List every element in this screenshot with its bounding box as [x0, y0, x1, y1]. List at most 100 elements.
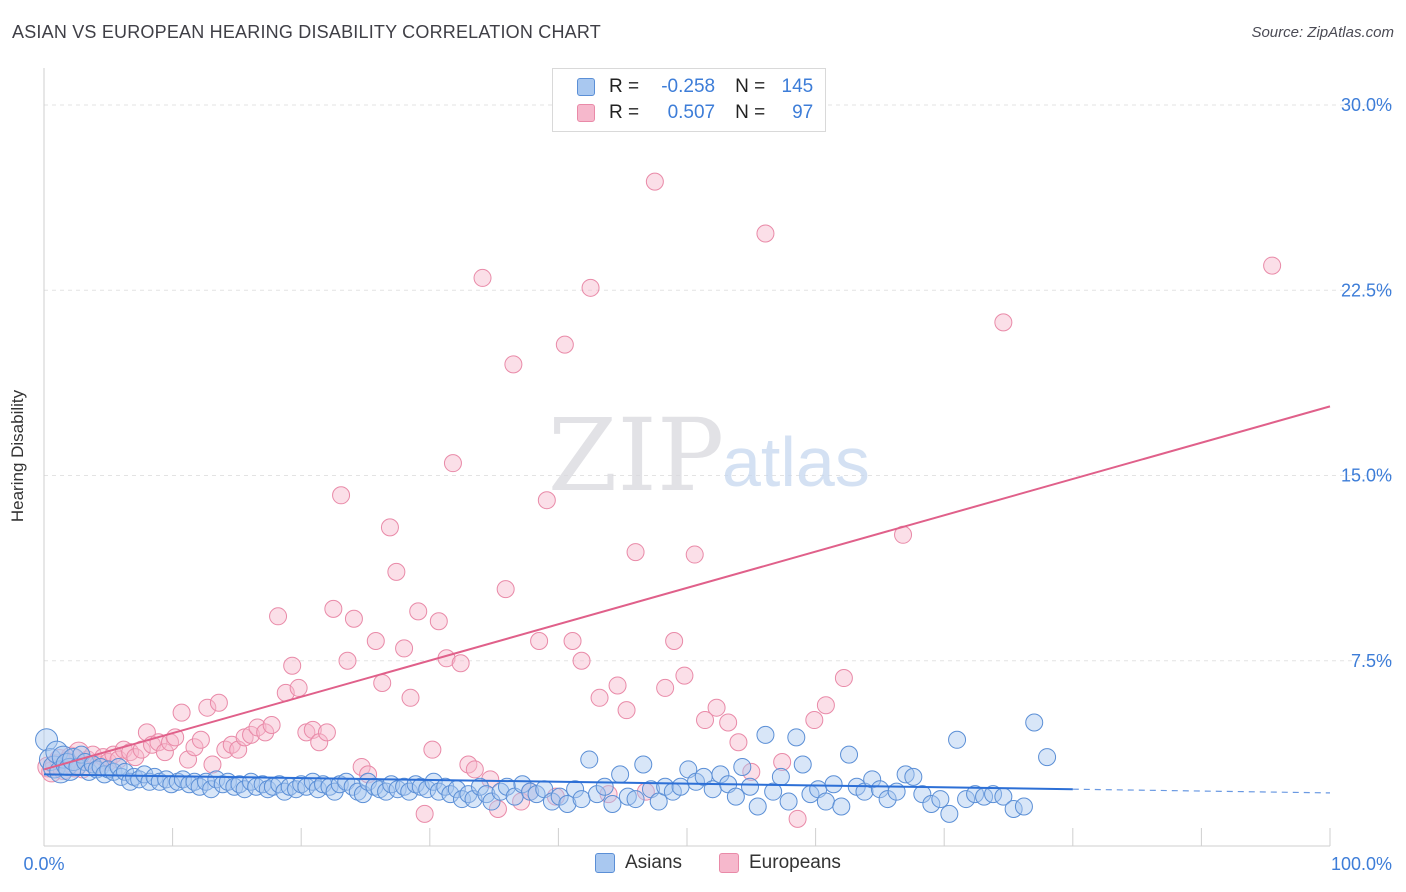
asian-point	[1025, 713, 1044, 732]
european-point	[626, 543, 645, 562]
asian-point	[580, 750, 599, 769]
european-point	[473, 268, 492, 287]
asian-point	[35, 728, 59, 752]
european-point	[1263, 256, 1282, 275]
x-tick-label: 0.0%	[23, 854, 64, 874]
legend-row-europeans: R = 0.507 N = 97	[577, 101, 813, 125]
asian-point	[424, 772, 443, 791]
european-point	[756, 224, 775, 243]
asian-point	[572, 790, 591, 809]
asian-point	[733, 757, 752, 776]
european-point	[488, 799, 507, 818]
asian-point	[400, 782, 419, 801]
asian-trend-line	[43, 773, 1073, 791]
european-point	[332, 486, 351, 505]
european-point	[380, 518, 399, 537]
asian-point	[816, 792, 835, 811]
axes	[43, 68, 1331, 847]
asian-point	[550, 787, 569, 806]
european-point	[423, 740, 442, 759]
european-point	[256, 723, 275, 742]
european-point	[834, 669, 853, 688]
asian-point	[1004, 799, 1023, 818]
asian-point	[756, 725, 775, 744]
european-point	[707, 698, 726, 717]
watermark-zip: ZIP	[548, 397, 724, 514]
asian-point	[957, 790, 976, 809]
european-point	[185, 738, 204, 757]
european-point	[537, 491, 556, 510]
asian-point	[787, 728, 806, 747]
european-point	[816, 696, 835, 715]
european-point	[994, 313, 1013, 332]
asian-point	[878, 790, 897, 809]
european-point	[415, 804, 434, 823]
legend-item-asians[interactable]: Asians	[595, 852, 682, 874]
european-point	[172, 703, 191, 722]
asian-trend-extension	[1072, 788, 1331, 794]
asian-point	[741, 777, 760, 796]
asian-point	[671, 777, 690, 796]
source-label: Source: ZipAtlas.com	[1251, 24, 1394, 41]
european-point	[530, 632, 549, 651]
asian-point	[793, 755, 812, 774]
asian-point	[482, 792, 501, 811]
european-point	[310, 733, 329, 752]
asian-point	[779, 792, 798, 811]
asian-point	[497, 777, 516, 796]
y-tick-label: 7.5%	[1351, 651, 1392, 671]
european-point	[242, 725, 261, 744]
asian-point	[863, 770, 882, 789]
european-point	[198, 698, 217, 717]
asian-swatch	[577, 78, 595, 96]
y-tick-label: 15.0%	[1341, 466, 1392, 486]
european-point	[590, 688, 609, 707]
n-value-asians: 145	[781, 76, 814, 97]
asian-point	[1038, 748, 1057, 767]
european-point	[465, 760, 484, 779]
chart-title: ASIAN VS EUROPEAN HEARING DISABILITY COR…	[12, 22, 601, 42]
asian-point	[634, 755, 653, 774]
stats-legend: R = -0.258 N = 145 R = 0.507 N = 97	[552, 68, 826, 132]
asian-point	[603, 795, 622, 814]
trend-lines	[43, 405, 1331, 794]
n-value-europeans: 97	[792, 102, 814, 123]
asian-point	[904, 767, 923, 786]
y-axis-label: Hearing Disability	[8, 389, 27, 523]
asian-point	[235, 780, 254, 799]
asian-point	[566, 780, 585, 799]
asian-point	[984, 785, 1003, 804]
european-point	[289, 678, 308, 697]
european-point	[373, 673, 392, 692]
grid-lines	[44, 104, 1392, 662]
european-point	[429, 612, 448, 631]
european-point	[283, 656, 302, 675]
asian-point	[611, 765, 630, 784]
european-point	[395, 639, 414, 658]
r-value-europeans: 0.507	[667, 102, 716, 123]
asian-point	[202, 780, 221, 799]
european-point	[203, 755, 222, 774]
asian-point	[764, 782, 783, 801]
r-label: R =	[609, 102, 640, 123]
asian-point	[711, 765, 730, 784]
legend-item-europeans[interactable]: Europeans	[719, 852, 841, 874]
asian-point	[595, 777, 614, 796]
asian-point	[626, 790, 645, 809]
european-point	[645, 172, 664, 191]
european-point	[504, 355, 523, 374]
european-trend-line	[43, 405, 1331, 771]
r-label: R =	[609, 76, 640, 97]
european-point	[387, 562, 406, 581]
asian-point	[587, 785, 606, 804]
european-point	[324, 599, 343, 618]
european-point	[555, 335, 574, 354]
asian-point	[513, 775, 532, 794]
tick-labels: 7.5% 15.0% 22.5% 30.0% 0.0% 100.0%	[23, 95, 1392, 874]
european-points	[37, 172, 1282, 828]
asian-point	[459, 785, 478, 804]
asian-point	[470, 777, 489, 796]
asian-point	[649, 792, 668, 811]
asian-point	[726, 787, 745, 806]
